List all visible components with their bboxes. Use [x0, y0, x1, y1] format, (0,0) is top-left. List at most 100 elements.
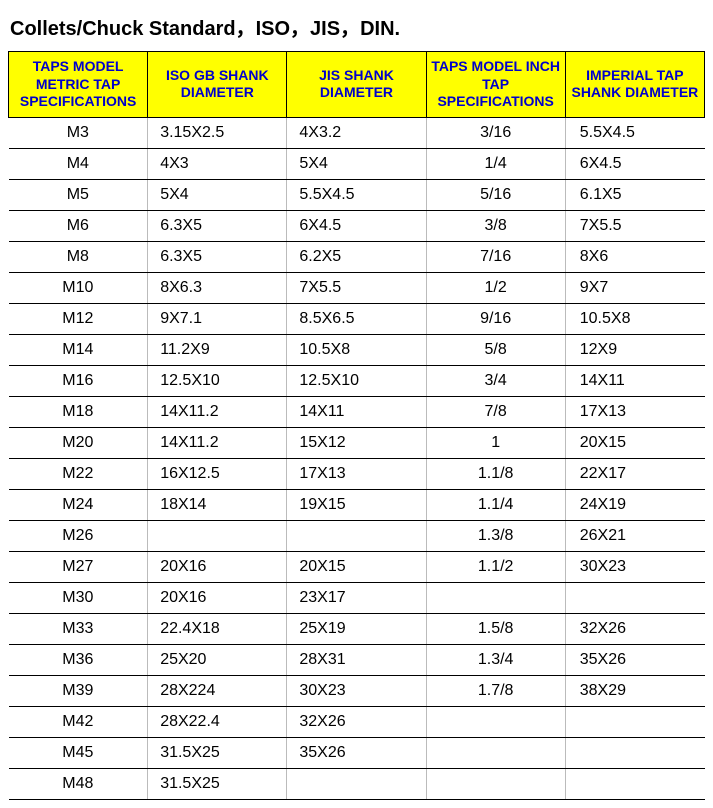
table-cell: 1.5/8: [426, 613, 565, 644]
table-cell: [565, 582, 704, 613]
table-row: M4531.5X2535X26: [9, 737, 705, 768]
table-row: M1612.5X1012.5X103/414X11: [9, 365, 705, 396]
table-cell: M30: [9, 582, 148, 613]
table-cell: M48: [9, 768, 148, 799]
table-cell: 1.1/8: [426, 458, 565, 489]
table-cell: 5/8: [426, 334, 565, 365]
table-cell: 17X13: [287, 458, 426, 489]
table-cell: M3: [9, 117, 148, 148]
table-cell: 28X31: [287, 644, 426, 675]
table-cell: 7X5.5: [565, 210, 704, 241]
table-cell: 6.3X5: [148, 241, 287, 272]
table-cell: 25X19: [287, 613, 426, 644]
table-row: M4831.5X25: [9, 768, 705, 799]
table-cell: M10: [9, 272, 148, 303]
table-row: M1411.2X910.5X85/812X9: [9, 334, 705, 365]
table-row: M129X7.18.5X6.59/1610.5X8: [9, 303, 705, 334]
table-cell: [426, 706, 565, 737]
table-cell: 1.3/4: [426, 644, 565, 675]
table-cell: 3/8: [426, 210, 565, 241]
table-cell: M45: [9, 737, 148, 768]
table-cell: 9X7: [565, 272, 704, 303]
table-cell: M20: [9, 427, 148, 458]
table-cell: 4X3: [148, 148, 287, 179]
table-cell: 12.5X10: [287, 365, 426, 396]
table-cell: 32X26: [287, 706, 426, 737]
table-cell: 10.5X8: [565, 303, 704, 334]
table-row: M44X35X41/46X4.5: [9, 148, 705, 179]
table-cell: 5.5X4.5: [287, 179, 426, 210]
table-cell: 7/16: [426, 241, 565, 272]
table-cell: M24: [9, 489, 148, 520]
table-cell: 31.5X25: [148, 737, 287, 768]
table-cell: 14X11: [287, 396, 426, 427]
table-cell: 23X17: [287, 582, 426, 613]
table-cell: M4: [9, 148, 148, 179]
col-header-inch-tap: TAPS MODEL INCH TAP SPECIFICATIONS: [426, 52, 565, 118]
col-header-imperial: IMPERIAL TAP SHANK DIAMETER: [565, 52, 704, 118]
table-row: M3322.4X1825X191.5/832X26: [9, 613, 705, 644]
table-cell: 30X23: [565, 551, 704, 582]
table-cell: M33: [9, 613, 148, 644]
table-cell: M18: [9, 396, 148, 427]
table-cell: 20X16: [148, 551, 287, 582]
table-cell: 3/4: [426, 365, 565, 396]
col-header-jis: JIS SHANK DIAMETER: [287, 52, 426, 118]
table-row: M2418X1419X151.1/424X19: [9, 489, 705, 520]
table-cell: 18X14: [148, 489, 287, 520]
table-cell: 8X6.3: [148, 272, 287, 303]
table-row: M2216X12.517X131.1/822X17: [9, 458, 705, 489]
table-cell: M14: [9, 334, 148, 365]
table-cell: 15X12: [287, 427, 426, 458]
table-cell: 26X21: [565, 520, 704, 551]
table-row: M3928X22430X231.7/838X29: [9, 675, 705, 706]
table-row: M3020X1623X17: [9, 582, 705, 613]
table-cell: 22X17: [565, 458, 704, 489]
table-cell: 20X16: [148, 582, 287, 613]
table-cell: [426, 768, 565, 799]
table-row: M1814X11.214X117/817X13: [9, 396, 705, 427]
table-row: M2014X11.215X12120X15: [9, 427, 705, 458]
table-cell: M5: [9, 179, 148, 210]
table-cell: 8X6: [565, 241, 704, 272]
table-cell: 20X15: [565, 427, 704, 458]
table-cell: 5/16: [426, 179, 565, 210]
table-cell: 28X22.4: [148, 706, 287, 737]
table-cell: 3/16: [426, 117, 565, 148]
table-cell: [287, 768, 426, 799]
table-cell: 24X19: [565, 489, 704, 520]
table-cell: 20X15: [287, 551, 426, 582]
table-cell: [565, 706, 704, 737]
table-cell: 1.3/8: [426, 520, 565, 551]
table-cell: 35X26: [287, 737, 426, 768]
table-cell: 5.5X4.5: [565, 117, 704, 148]
table-row: M26 1.3/826X21: [9, 520, 705, 551]
header-row: TAPS MODEL METRIC TAP SPECIFICATIONS ISO…: [9, 52, 705, 118]
table-cell: M8: [9, 241, 148, 272]
table-row: M55X45.5X4.55/166.1X5: [9, 179, 705, 210]
table-row: M66.3X56X4.53/87X5.5: [9, 210, 705, 241]
table-cell: 35X26: [565, 644, 704, 675]
table-cell: 5X4: [148, 179, 287, 210]
table-cell: [426, 737, 565, 768]
table-cell: 3.15X2.5: [148, 117, 287, 148]
table-cell: M39: [9, 675, 148, 706]
table-cell: 5X4: [287, 148, 426, 179]
table-cell: M27: [9, 551, 148, 582]
table-row: M3625X2028X311.3/435X26: [9, 644, 705, 675]
table-cell: 1/2: [426, 272, 565, 303]
table-cell: 30X23: [287, 675, 426, 706]
table-cell: 14X11.2: [148, 396, 287, 427]
table-cell: M26: [9, 520, 148, 551]
table-cell: 1.1/2: [426, 551, 565, 582]
table-cell: [426, 582, 565, 613]
table-cell: 19X15: [287, 489, 426, 520]
table-cell: 16X12.5: [148, 458, 287, 489]
table-row: M2720X1620X151.1/230X23: [9, 551, 705, 582]
table-cell: 6.3X5: [148, 210, 287, 241]
table-cell: [565, 737, 704, 768]
table-cell: [148, 520, 287, 551]
table-cell: 14X11.2: [148, 427, 287, 458]
table-cell: 12X9: [565, 334, 704, 365]
table-cell: 28X224: [148, 675, 287, 706]
